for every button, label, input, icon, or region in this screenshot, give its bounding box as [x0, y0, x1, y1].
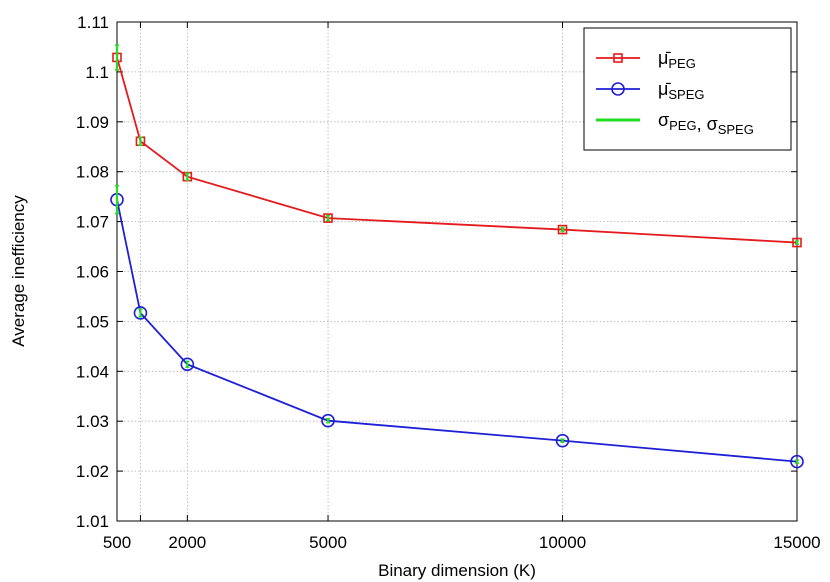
y-tick-label: 1.05 — [76, 312, 109, 331]
data-point — [133, 306, 148, 320]
x-tick-label: 5000 — [309, 533, 347, 552]
series-line — [116, 199, 798, 463]
legend: μ̄PEG μ̄SPEG σPEG, σSPEG — [583, 27, 792, 151]
legend-marker — [611, 82, 625, 96]
x-tick-label: 10000 — [539, 533, 586, 552]
data-point — [557, 224, 568, 235]
y-tick-label: 1.06 — [76, 263, 109, 282]
y-tick-label: 1.09 — [76, 113, 109, 132]
y-tick-label: 1.1 — [85, 63, 109, 82]
data-point — [555, 433, 570, 448]
data-point — [790, 454, 804, 469]
x-tick-label: 2000 — [168, 533, 206, 552]
y-tick-label: 1.07 — [76, 213, 109, 232]
x-tick-label: 15000 — [773, 533, 820, 552]
series-line — [116, 57, 798, 244]
grid-layer — [116, 22, 798, 521]
x-axis-title: Binary dimension (K) — [378, 561, 536, 580]
legend-label: μ̄SPEG — [658, 79, 705, 102]
data-point — [321, 413, 335, 428]
y-tick-label: 1.03 — [76, 412, 109, 431]
y-tick-label: 1.08 — [76, 163, 109, 182]
legend-label: σPEG, σSPEG — [658, 110, 754, 137]
data-point — [792, 237, 802, 248]
y-axis: 1.011.021.031.041.051.061.071.081.091.11… — [76, 13, 797, 531]
series-layer — [110, 44, 804, 469]
legend-marker — [613, 53, 623, 63]
y-tick-label: 1.02 — [76, 462, 109, 481]
legend-label: μ̄PEG — [658, 48, 696, 71]
data-point — [323, 213, 333, 223]
y-tick-label: 1.01 — [76, 512, 109, 531]
y-tick-label: 1.04 — [76, 362, 109, 381]
data-point — [180, 357, 195, 372]
y-tick-label: 1.11 — [77, 13, 109, 32]
x-tick-label: 500 — [103, 533, 131, 552]
x-axis: 500 2000 5000 10000 15000 — [103, 22, 821, 552]
y-axis-title: Average inefficiency — [9, 195, 28, 347]
